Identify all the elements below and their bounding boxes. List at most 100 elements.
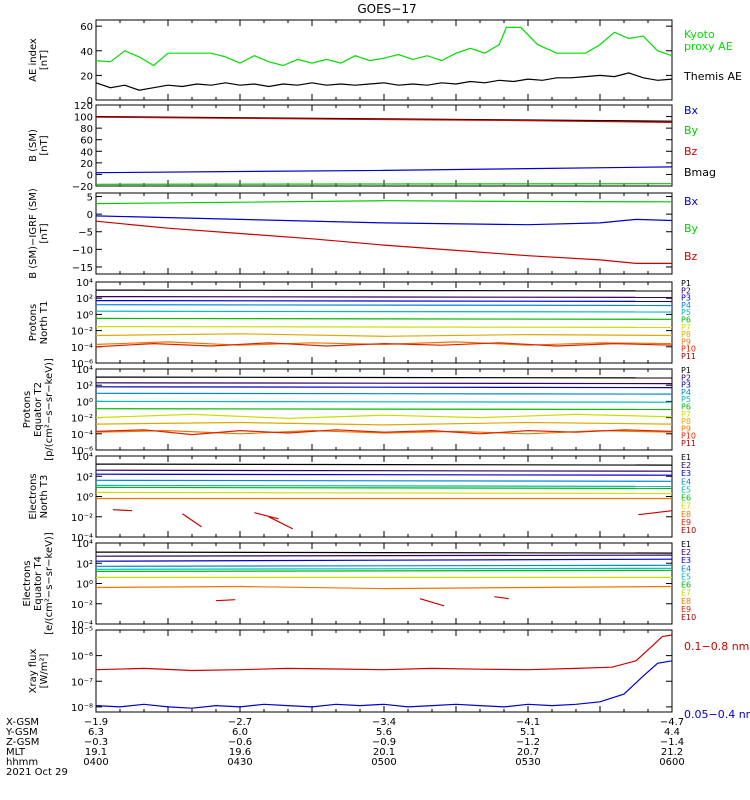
series-line	[95, 479, 673, 482]
panel-0: 0 20 40 60 AE index[nT] Kyoto proxy AE Themis A…	[28, 19, 742, 107]
legend-entry: E10	[681, 613, 696, 622]
y-tick-label: 10⁻⁵	[71, 626, 93, 637]
legend-entry: Bz	[684, 145, 698, 158]
series-line	[95, 491, 673, 495]
legend: Bx By Bz	[684, 195, 699, 263]
legend-entry: P3	[681, 381, 691, 390]
date-label: 2021 Oct 29	[6, 767, 68, 778]
series-line	[95, 484, 673, 487]
legend-entry: P8	[681, 330, 691, 339]
series-line	[95, 289, 673, 292]
x-row-value: 6.3	[88, 727, 104, 738]
y-tick-label: 10⁰	[76, 493, 93, 504]
legend-entry: E6	[681, 581, 691, 590]
panel-3: 10⁻⁶ 10⁻⁴ 10⁻² 10⁰ 10² 10⁴ ProtonsNorth T1 P1P2…	[28, 278, 696, 370]
series-line	[95, 463, 673, 466]
legend-entry: E10	[681, 526, 696, 535]
y-tick-label: −20	[72, 182, 93, 193]
y-tick-label: 10⁻⁸	[71, 703, 93, 714]
series-line	[95, 310, 673, 313]
y-tick-label: 10⁴	[76, 452, 93, 463]
y-tick-label: 10⁴	[76, 365, 93, 376]
x-row-value: 5.6	[376, 727, 392, 738]
panel-frame	[95, 281, 673, 364]
y-axis-label: B (SM)−IGRF (SM)[nT]	[28, 188, 50, 279]
series-line	[95, 72, 673, 91]
x-row-value: −1.4	[660, 737, 684, 748]
legend-entry: P11	[681, 439, 696, 448]
y-tick-label: 10⁻⁴	[71, 430, 93, 441]
legend-entry: E5	[681, 572, 691, 581]
legend-entry: E4	[681, 477, 691, 486]
y-tick-label: 10⁴	[76, 539, 93, 550]
y-tick-label: 100	[74, 113, 93, 124]
panel-5: 10⁻⁴ 10⁻² 10⁰ 10² 10⁴ ElectronsNorth T3 E1E2E3…	[28, 452, 696, 544]
y-axis-label: ProtonsEquator T2[p/(cm²−s−sr−keV)]	[22, 358, 55, 461]
legend-entry: Bx	[684, 195, 699, 208]
panel-4: 10⁻⁶ 10⁻⁴ 10⁻² 10⁰ 10² 10⁴ ProtonsEquator T2[p…	[22, 358, 696, 461]
series-segment	[182, 513, 202, 528]
series-line	[95, 333, 673, 337]
legend-entry: P5	[681, 308, 691, 317]
y-tick-label: 0	[87, 96, 93, 107]
legend: 0.1−0.8 nm 0.05−0.4 nm	[684, 640, 750, 721]
y-tick-label: 10⁻⁷	[71, 677, 93, 688]
series-segment	[638, 510, 673, 516]
x-row-value: 20.7	[517, 747, 539, 758]
x-row-value: −0.3	[84, 737, 108, 748]
legend-entry: Themis AE	[683, 70, 742, 83]
series-line	[95, 408, 673, 411]
series-line	[95, 215, 673, 226]
y-tick-label: 0	[87, 170, 93, 181]
legend-entry: E3	[681, 556, 691, 565]
legend-entry: E8	[681, 510, 691, 519]
panel-frame	[95, 455, 673, 538]
x-row-value: 0600	[659, 757, 684, 768]
y-axis-label: ElectronsNorth T3	[28, 473, 50, 519]
y-tick-label: 120	[74, 101, 93, 112]
y-tick-label: 10²	[76, 559, 93, 570]
series-line	[95, 382, 673, 385]
legend-entry: By	[684, 124, 699, 137]
y-tick-label: 60	[80, 22, 93, 33]
x-row-label: MLT	[6, 747, 26, 758]
legend-entry: E1	[681, 453, 691, 462]
x-row-value: 20.1	[373, 747, 395, 758]
x-row-label: hhmm	[6, 757, 38, 768]
series-line	[95, 558, 673, 562]
x-row-value: −1.2	[516, 737, 540, 748]
y-tick-label: 10⁻⁶	[71, 652, 93, 663]
series-line	[95, 341, 673, 346]
legend-entry: 0.05−0.4 nm	[684, 708, 750, 721]
x-row-label: Y-GSM	[5, 727, 38, 738]
x-row-value: 4.4	[664, 727, 680, 738]
legend: Bx By Bz Bmag	[684, 104, 716, 179]
series-line	[95, 392, 673, 395]
x-row-value: −1.9	[84, 717, 108, 728]
y-tick-label: −5	[78, 228, 93, 239]
legend-entry: E9	[681, 605, 691, 614]
y-tick-label: 10⁻⁶	[71, 446, 93, 457]
series-line	[95, 166, 673, 174]
y-tick-label: −15	[72, 263, 93, 274]
y-tick-label: 10⁻²	[71, 513, 93, 524]
legend-entry: P8	[681, 417, 691, 426]
y-axis-label: Xray flux[W/m²]	[28, 649, 50, 694]
x-row-value: 0430	[227, 757, 252, 768]
legend-entry: E1	[681, 540, 691, 549]
x-row-value: 21.2	[661, 747, 683, 758]
legend-entry: Bx	[684, 104, 699, 117]
x-row-value: 0530	[515, 757, 540, 768]
legend-entry: P10	[681, 432, 696, 441]
legend-entry: E3	[681, 469, 691, 478]
panel-2: −15 −10 −5 0 5 B (SM)−IGRF (SM)[nT] Bx By Bz	[28, 188, 699, 279]
series-line	[95, 376, 673, 379]
y-tick-label: 10⁻⁴	[71, 343, 93, 354]
series-line	[95, 429, 673, 436]
series-line	[95, 26, 673, 67]
y-tick-label: 10²	[76, 294, 93, 305]
y-tick-label: 20	[80, 71, 93, 82]
series-line	[95, 183, 673, 185]
